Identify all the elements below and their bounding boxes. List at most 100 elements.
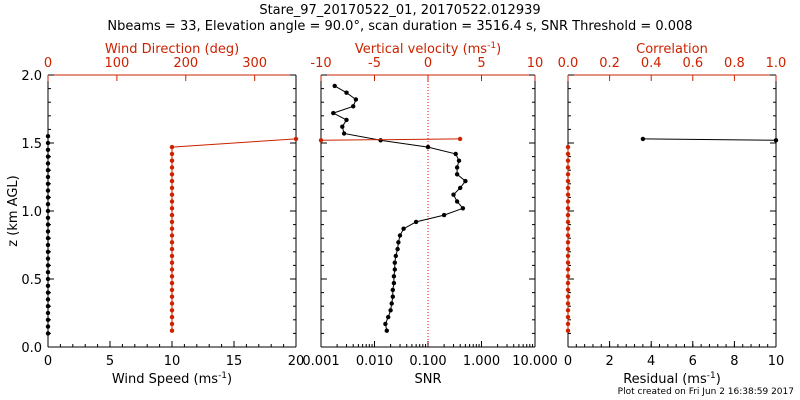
wind-direction-point bbox=[169, 158, 175, 163]
x-tick-label: 2 bbox=[605, 354, 613, 369]
wind-speed-point bbox=[45, 290, 51, 295]
wind-direction-point bbox=[169, 212, 175, 218]
snr-point bbox=[425, 144, 431, 150]
x-tick-label: 6 bbox=[689, 354, 697, 369]
data-layer bbox=[318, 75, 468, 347]
wind-direction-point bbox=[169, 240, 175, 245]
snr-point bbox=[454, 199, 460, 204]
correlation-point bbox=[565, 287, 571, 293]
correlation-point bbox=[565, 172, 571, 177]
top-tick-label: 0.8 bbox=[724, 56, 745, 71]
correlation-point bbox=[565, 233, 571, 238]
snr-point bbox=[395, 246, 400, 252]
snr-point bbox=[458, 185, 463, 191]
wind-speed-point bbox=[45, 331, 51, 336]
wind-speed-point bbox=[45, 161, 51, 166]
y-tick-label: 1.0 bbox=[21, 205, 42, 220]
correlation-point bbox=[565, 294, 571, 299]
snr-point bbox=[390, 287, 395, 293]
snr-point bbox=[441, 212, 447, 218]
wind-direction-point bbox=[169, 294, 175, 299]
x-tick-label: 5 bbox=[106, 354, 114, 369]
snr-point bbox=[389, 301, 394, 306]
wind-speed-point bbox=[45, 304, 51, 309]
wind-direction-point bbox=[169, 321, 175, 327]
snr-point bbox=[456, 158, 462, 163]
wind-speed-point bbox=[45, 174, 51, 180]
snr-point bbox=[401, 226, 406, 231]
correlation-point bbox=[565, 274, 571, 279]
wind-direction-point bbox=[169, 280, 175, 286]
snr-point bbox=[391, 274, 397, 279]
wind-direction-point bbox=[169, 267, 175, 272]
x-tick-label: 0 bbox=[44, 354, 52, 369]
x-tick-label: 20 bbox=[288, 354, 305, 369]
panel-residual-correlation: 0 2 4 6 8 10 0.0 0.2 0.4 0.6 0.8 1.0 Residual (ms-1)… bbox=[558, 42, 787, 387]
top-tick-label: 0.4 bbox=[641, 56, 662, 71]
top-axis-label: Correlation bbox=[636, 42, 708, 57]
vertical-velocity-line bbox=[320, 138, 461, 141]
wind-direction-point bbox=[169, 260, 175, 265]
snr-point bbox=[388, 308, 393, 313]
wind-speed-point bbox=[45, 134, 51, 139]
correlation-point bbox=[565, 321, 571, 327]
snr-point bbox=[392, 267, 397, 272]
wind-speed-point bbox=[45, 236, 51, 241]
top-tick-label: -10 bbox=[310, 56, 331, 71]
y-tick-label: 0.5 bbox=[21, 273, 42, 288]
wind-speed-point bbox=[45, 297, 51, 302]
x-tick-label: 0.010 bbox=[356, 354, 393, 369]
correlation-point bbox=[565, 280, 571, 286]
snr-point bbox=[397, 233, 403, 238]
wind-speed-point bbox=[45, 270, 51, 275]
correlation-point bbox=[565, 301, 571, 306]
correlation-point bbox=[565, 308, 571, 313]
wind-speed-point bbox=[45, 208, 51, 214]
y-tick-label: 2.0 bbox=[21, 69, 42, 84]
snr-point bbox=[351, 104, 356, 109]
correlation-point bbox=[565, 240, 571, 245]
wind-direction-point bbox=[169, 274, 175, 279]
y-axis-label: z (km AGL) bbox=[6, 175, 21, 246]
wind-direction-point bbox=[169, 178, 175, 184]
vertical-velocity-point bbox=[318, 138, 324, 143]
wind-direction-point bbox=[169, 246, 175, 252]
residual-point bbox=[773, 138, 779, 143]
snr-point bbox=[344, 90, 349, 95]
x-axis-label: Wind Speed (ms-1) bbox=[112, 371, 232, 387]
wind-speed-point bbox=[45, 276, 51, 282]
wind-direction-point bbox=[169, 151, 175, 157]
wind-speed-point bbox=[45, 324, 51, 329]
wind-speed-point bbox=[45, 168, 51, 173]
snr-point bbox=[390, 294, 395, 299]
wind-speed-point bbox=[45, 140, 51, 146]
x-tick-label: 10 bbox=[164, 354, 181, 369]
wind-direction-point bbox=[169, 253, 175, 259]
wind-direction-point bbox=[169, 226, 175, 231]
correlation-point bbox=[565, 144, 571, 150]
top-tick-label: -5 bbox=[368, 56, 381, 71]
snr-point bbox=[344, 117, 349, 123]
wind-speed-point bbox=[45, 242, 51, 248]
top-tick-label: 0 bbox=[424, 56, 432, 71]
snr-point bbox=[386, 314, 391, 320]
correlation-point bbox=[565, 328, 571, 333]
snr-point bbox=[341, 131, 347, 136]
plot-subtitle: Nbeams = 33, Elevation angle = 90.0°, sc… bbox=[107, 19, 693, 34]
correlation-point bbox=[565, 260, 571, 265]
data-layer bbox=[565, 136, 779, 333]
wind-speed-point bbox=[45, 147, 51, 152]
wind-speed-point bbox=[45, 310, 51, 316]
top-tick-label: 0.6 bbox=[682, 56, 703, 71]
correlation-point bbox=[565, 253, 571, 259]
snr-point bbox=[413, 219, 419, 225]
wind-speed-point bbox=[45, 215, 51, 220]
wind-speed-point bbox=[45, 249, 51, 254]
x-tick-label: 10.000 bbox=[512, 354, 558, 369]
wind-direction-point bbox=[169, 192, 175, 197]
wind-speed-point bbox=[45, 188, 51, 193]
wind-direction-point bbox=[169, 219, 175, 225]
wind-speed-point bbox=[45, 229, 51, 234]
wind-direction-point bbox=[169, 172, 175, 177]
